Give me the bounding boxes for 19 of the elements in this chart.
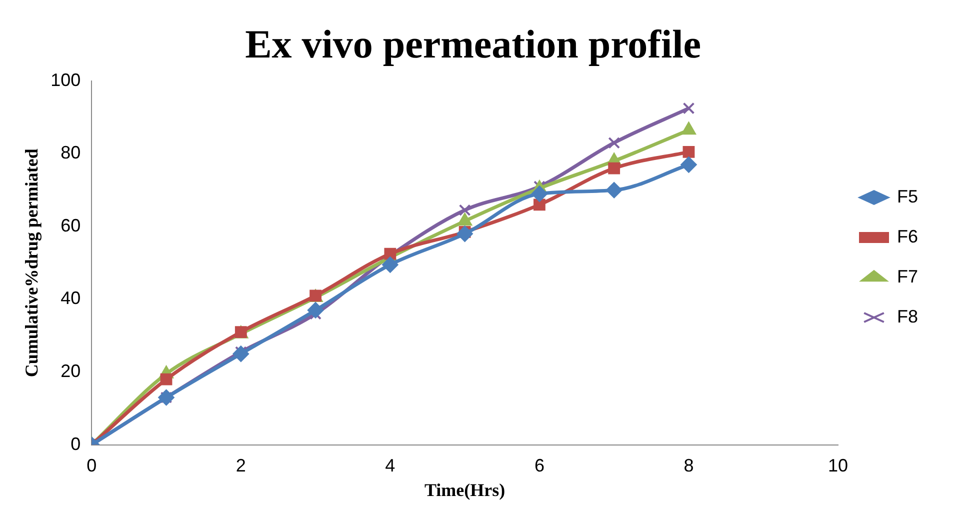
- chart-title: Ex vivo permeation profile: [245, 21, 701, 66]
- legend-label: F5: [896, 186, 918, 206]
- x-tick-label: 0: [86, 456, 97, 476]
- x-tick-label: 8: [684, 456, 694, 476]
- x-tick-label: 4: [385, 456, 396, 476]
- y-tick-label: 100: [50, 70, 81, 90]
- y-tick-label: 40: [60, 288, 81, 308]
- y-tick-label: 60: [60, 215, 81, 236]
- x-tick-label: 10: [828, 456, 848, 476]
- y-tick-label: 20: [60, 361, 81, 382]
- y-axis-title: Cumulative%drug permiated: [21, 148, 42, 378]
- y-tick-label: 80: [60, 142, 81, 163]
- x-tick-label: 2: [236, 456, 246, 476]
- legend-label: F7: [896, 266, 918, 286]
- y-tick-label: 0: [70, 434, 81, 454]
- x-axis-title: Time(Hrs): [424, 480, 506, 500]
- legend-label: F8: [896, 306, 918, 326]
- legend-label: F6: [896, 226, 918, 246]
- x-tick-label: 6: [534, 456, 544, 476]
